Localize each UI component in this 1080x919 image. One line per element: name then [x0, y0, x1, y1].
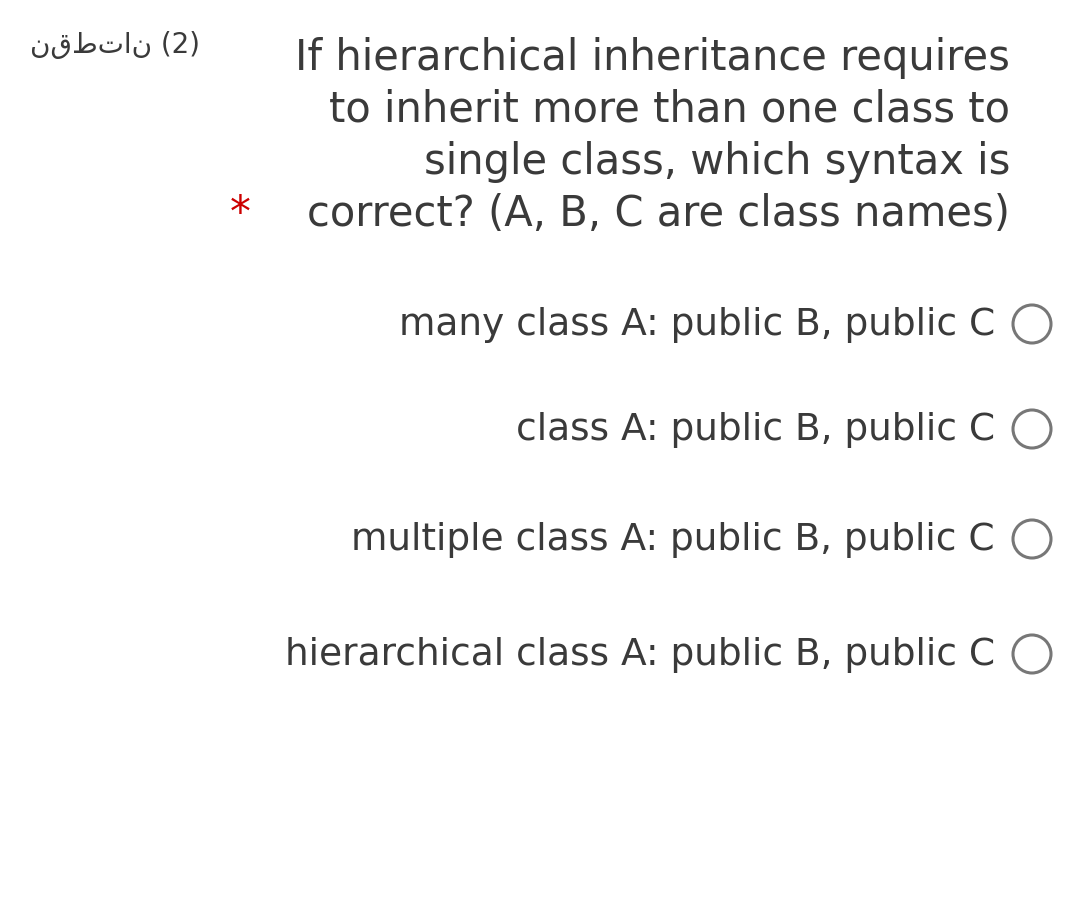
Text: many class A: public B, public C: many class A: public B, public C	[399, 307, 995, 343]
Text: to inherit more than one class to: to inherit more than one class to	[329, 89, 1010, 130]
Text: *: *	[230, 193, 251, 234]
Text: single class, which syntax is: single class, which syntax is	[423, 141, 1010, 183]
Text: multiple class A: public B, public C: multiple class A: public B, public C	[351, 521, 995, 558]
Text: If hierarchical inheritance requires: If hierarchical inheritance requires	[295, 37, 1010, 79]
Text: hierarchical class A: public B, public C: hierarchical class A: public B, public C	[285, 636, 995, 673]
Text: نقطتان (2): نقطتان (2)	[30, 31, 200, 59]
Text: class A: public B, public C: class A: public B, public C	[516, 412, 995, 448]
Text: correct? (A, B, C are class names): correct? (A, B, C are class names)	[307, 193, 1010, 234]
